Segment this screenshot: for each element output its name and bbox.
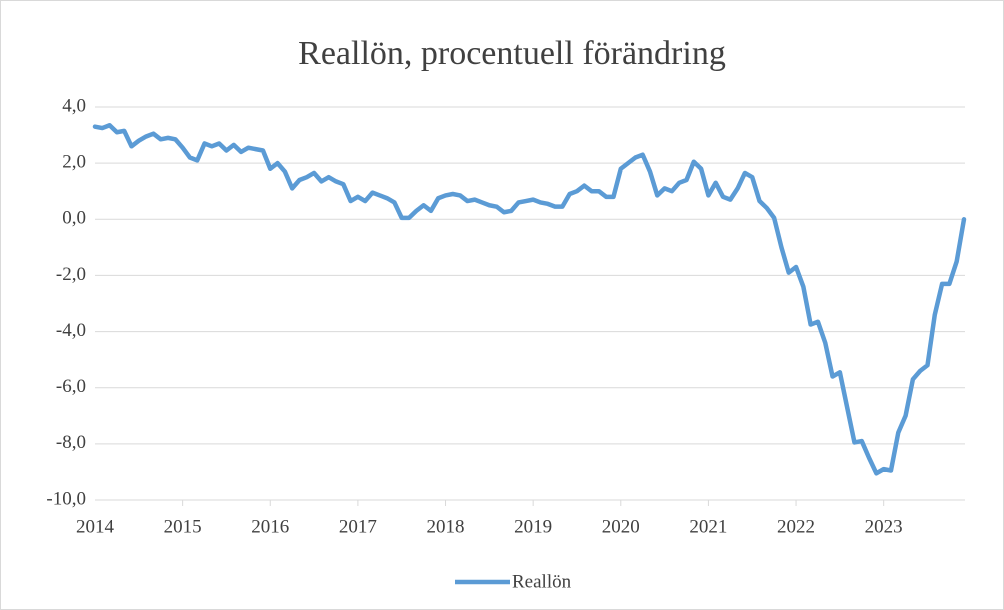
x-tick-label: 2014 (76, 516, 115, 537)
y-tick-label: -10,0 (46, 488, 86, 509)
y-tick-label: 0,0 (62, 208, 86, 229)
y-tick-label: -6,0 (56, 376, 86, 397)
x-tick-label: 2020 (602, 516, 640, 537)
data-line (92, 123, 967, 476)
x-tick-label: 2022 (777, 516, 815, 537)
y-tick-label: -8,0 (56, 432, 86, 453)
y-tick-label: -2,0 (56, 264, 86, 285)
x-tick-label: 2016 (251, 516, 289, 537)
x-tick-label: 2023 (865, 516, 903, 537)
x-tick-label: 2018 (427, 516, 465, 537)
x-tick-label: 2015 (164, 516, 202, 537)
y-tick-label: -4,0 (56, 320, 86, 341)
x-tick-label: 2021 (689, 516, 727, 537)
x-tick-label: 2019 (514, 516, 552, 537)
legend-label: Reallön (512, 571, 572, 592)
chart-title: Reallön, procentuell förändring (298, 35, 726, 72)
y-tick-label: 2,0 (62, 152, 86, 173)
x-tick-label: 2017 (339, 516, 377, 537)
y-tick-label: 4,0 (62, 95, 86, 116)
